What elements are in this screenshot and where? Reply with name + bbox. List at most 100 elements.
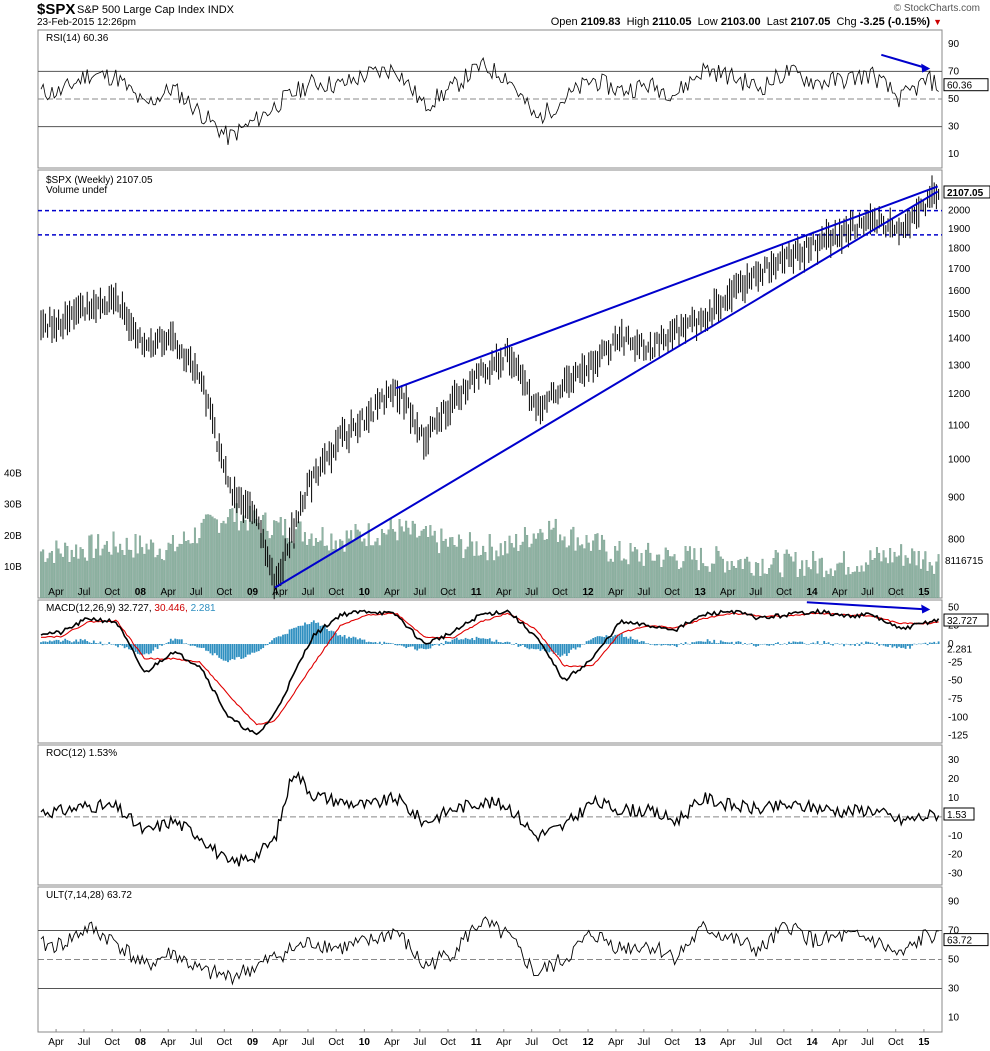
macd-hist-bar — [455, 637, 458, 644]
macd-hist-bar — [290, 628, 293, 644]
volume-bar — [240, 521, 243, 599]
x-label-bottom: 09 — [247, 1037, 259, 1048]
x-label-top: Jul — [302, 587, 315, 598]
volume-bar — [72, 557, 75, 599]
x-label-bottom: Jul — [78, 1037, 91, 1048]
macd-hist-bar — [594, 637, 597, 644]
macd-hist-bar — [838, 644, 841, 645]
volume-bar — [565, 547, 568, 599]
volume-bar — [411, 520, 414, 599]
macd-hist-bar — [352, 636, 355, 644]
volume-bar — [779, 572, 782, 599]
macd-hist-bar — [249, 644, 251, 655]
macd-hist-bar — [460, 639, 463, 644]
volume-bar — [297, 521, 300, 599]
macd-hist-bar — [548, 644, 551, 653]
volume-bar — [561, 540, 564, 599]
x-label-bottom: 12 — [582, 1037, 594, 1048]
volume-bar — [325, 545, 328, 599]
volume-bar — [790, 556, 793, 599]
x-label-top: Oct — [440, 587, 456, 598]
macd-hist-bar — [389, 643, 392, 644]
volume-bar — [515, 534, 518, 599]
macd-hist-bar — [185, 643, 188, 644]
x-label-bottom: Apr — [272, 1037, 288, 1048]
volume-bar — [442, 541, 445, 599]
macd-hist-bar — [400, 644, 403, 646]
macd-tick-label: -125 — [948, 731, 968, 742]
macd-tick-label: 0 — [948, 639, 954, 650]
macd-hist-bar — [79, 638, 82, 644]
macd-hist-bar — [317, 622, 320, 644]
macd-hist-bar — [337, 635, 339, 644]
volume-bar — [908, 563, 911, 599]
macd-hist-bar — [816, 641, 819, 644]
macd-hist-bar — [931, 642, 933, 644]
brand-label: © StockCharts.com — [893, 3, 980, 14]
volume-bar — [488, 534, 491, 599]
volume-bar — [176, 546, 179, 599]
volume-bar — [886, 563, 889, 599]
volume-bar — [851, 572, 854, 599]
macd-hist-bar — [57, 640, 60, 644]
x-label-top: 11 — [471, 587, 482, 598]
macd-hist-bar — [81, 640, 84, 644]
volume-bar — [759, 575, 762, 599]
macd-hist-bar — [858, 644, 861, 646]
macd-hist-bar — [220, 644, 223, 660]
macd-hist-bar — [607, 636, 610, 644]
macd-hist-bar — [911, 644, 914, 646]
wedge-trendline — [395, 185, 939, 390]
macd-hist-bar — [251, 644, 254, 653]
macd-hist-bar — [165, 643, 168, 644]
x-label-bottom: Oct — [440, 1037, 456, 1048]
open-value: 2109.83 — [580, 16, 621, 28]
price-legend: $SPX (Weekly) 2107.05 — [46, 175, 153, 186]
volume-bar — [391, 529, 394, 599]
x-label-top: Jul — [78, 587, 91, 598]
macd-hist-bar — [227, 644, 229, 663]
volume-bar — [145, 543, 148, 599]
volume-bar — [552, 527, 555, 599]
macd-hist-bar — [711, 642, 713, 644]
volume-bar — [77, 558, 80, 599]
volume-bar — [633, 546, 636, 599]
macd-hist-bar — [625, 636, 628, 644]
volume-bar — [574, 550, 577, 599]
volume-bar — [222, 520, 225, 599]
volume-bar — [814, 560, 817, 599]
macd-hist-bar — [680, 643, 683, 644]
volume-bar — [290, 541, 293, 599]
rsi-last-box — [943, 78, 989, 92]
macd-hist-bar — [471, 638, 474, 644]
volume-tick-label: 10B — [4, 562, 22, 573]
macd-hist-bar — [669, 644, 672, 646]
volume-bar — [68, 562, 71, 599]
roc-tick-label: -30 — [948, 869, 963, 880]
volume-bar — [422, 529, 425, 599]
volume-bar — [911, 548, 914, 599]
volume-bar — [827, 574, 830, 599]
volume-bar — [735, 567, 738, 599]
volume-bar — [763, 573, 766, 599]
macd-hist-bar — [394, 644, 397, 646]
x-label-bottom: Jul — [525, 1037, 538, 1048]
macd-hist-bar — [867, 641, 870, 644]
macd-hist-bar — [887, 644, 889, 647]
volume-bar — [358, 531, 361, 599]
macd-last-box — [943, 613, 989, 627]
volume-bar — [152, 542, 155, 599]
volume-bar — [629, 543, 632, 599]
ult-legend: ULT(7,14,28) 63.72 — [46, 890, 132, 901]
volume-tick-label: 20B — [4, 531, 22, 542]
macd-hist-bar — [458, 639, 460, 644]
macd-hist-bar — [519, 644, 522, 647]
volume-bar — [398, 519, 401, 599]
roc-tick-label: 30 — [948, 755, 960, 766]
x-label-bottom: Jul — [302, 1037, 315, 1048]
volume-bar — [187, 540, 190, 599]
volume-bar — [182, 531, 185, 599]
macd-hist-bar — [642, 641, 645, 644]
macd-hist-bar — [834, 643, 837, 645]
volume-bar — [224, 523, 227, 599]
